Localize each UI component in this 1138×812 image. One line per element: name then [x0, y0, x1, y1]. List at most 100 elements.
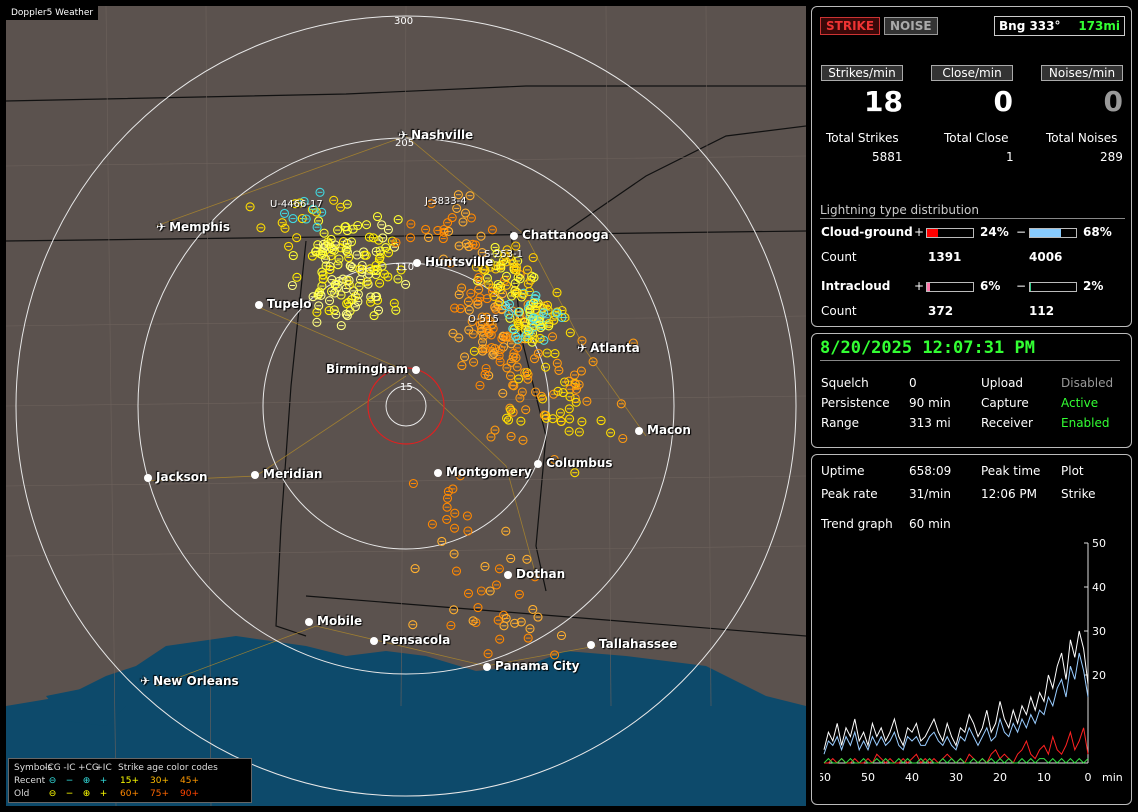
total-close-label: Total Close	[944, 131, 1009, 145]
symbol-legend: Symbols -CG -IC +CG +IC Strike age color…	[8, 758, 252, 803]
city-new-orleans[interactable]: ✈ New Orleans	[140, 674, 239, 688]
city-meridian[interactable]: Meridian	[251, 467, 322, 481]
total-noises-label: Total Noises	[1046, 131, 1118, 145]
storm-label[interactable]: J-3833-4	[425, 196, 467, 207]
city-dothan[interactable]: Dothan	[504, 567, 565, 581]
city-macon[interactable]: Macon	[635, 423, 691, 437]
city-columbus[interactable]: Columbus	[534, 456, 613, 470]
pos-ic-icon: +	[99, 788, 108, 799]
strikes-rate-button[interactable]: Strikes/min	[821, 65, 903, 81]
city-montgomery[interactable]: Montgomery	[434, 465, 532, 479]
ring-label-205: 205	[395, 138, 415, 149]
neg-cg-icon: ⊖	[48, 788, 57, 799]
peak-rate-label: Peak rate	[821, 487, 878, 501]
upload-label: Upload	[981, 376, 1024, 390]
city-dot-icon	[370, 637, 378, 645]
city-memphis[interactable]: ✈ Memphis	[156, 220, 231, 234]
plot-value[interactable]: Strike	[1061, 487, 1096, 501]
peak-time-value: 12:06 PM	[981, 487, 1037, 501]
city-dot-icon	[483, 663, 491, 671]
legend-symbols-label: Symbols	[14, 762, 53, 773]
city-dot-icon	[255, 301, 263, 309]
airport-icon: ✈	[577, 341, 588, 355]
ic-negative-bar	[1029, 282, 1077, 292]
bearing-value: Bng 333°	[999, 19, 1061, 33]
noise-mode-button[interactable]: NOISE	[884, 17, 938, 35]
y-tick-label: 20	[1092, 669, 1106, 682]
state-borders	[6, 85, 806, 637]
capture-value[interactable]: Active	[1061, 396, 1099, 410]
x-tick-label: 20	[993, 771, 1007, 784]
city-huntsville[interactable]: Huntsville	[413, 255, 493, 269]
legend-col: +CG	[78, 762, 99, 773]
total-strikes-value: 5881	[872, 150, 903, 164]
strike-stats-panel: STRIKE NOISE Bng 333° 173mi Strikes/min …	[811, 6, 1132, 327]
noises-rate-button[interactable]: Noises/min	[1041, 65, 1123, 81]
city-tallahassee[interactable]: Tallahassee	[587, 637, 677, 651]
close-per-min: 0	[993, 85, 1013, 118]
cg-negative-count: 4006	[1029, 250, 1063, 264]
city-mobile[interactable]: Mobile	[305, 614, 362, 628]
x-tick-label: 30	[949, 771, 963, 784]
map-canvas[interactable]	[6, 6, 806, 806]
noises-per-min: 0	[1103, 85, 1123, 118]
storm-label[interactable]: S-253-1	[484, 249, 524, 260]
x-tick-label: 0	[1085, 771, 1092, 784]
city-dot-icon	[434, 469, 442, 477]
cg-positive-pct: 24%	[980, 225, 1009, 239]
ic-negative-pct: 2%	[1083, 279, 1104, 293]
squelch-value[interactable]: 0	[909, 376, 917, 390]
city-jackson[interactable]: Jackson	[144, 470, 208, 484]
airport-icon: ✈	[398, 128, 409, 142]
city-atlanta[interactable]: ✈ Atlanta	[577, 341, 640, 355]
storm-label[interactable]: U-4466-17	[270, 199, 323, 210]
receiver-value[interactable]: Enabled	[1061, 416, 1110, 430]
legend-col: -CG	[44, 762, 61, 773]
lightning-map[interactable]: Doppler5 Weather	[6, 6, 806, 806]
city-birmingham[interactable]: Birmingham	[326, 362, 424, 376]
strike-mode-button[interactable]: STRIKE	[820, 17, 881, 35]
persistence-label: Persistence	[821, 396, 890, 410]
cg-negative-bar	[1029, 228, 1077, 238]
x-tick-label: 60	[820, 771, 831, 784]
city-pensacola[interactable]: Pensacola	[370, 633, 450, 647]
range-label: Range	[821, 416, 860, 430]
city-panama-city[interactable]: Panama City	[483, 659, 579, 673]
date-time: 8/20/2025 12:07:31 PM	[820, 338, 1120, 361]
ic-plus-sign: +	[914, 279, 925, 293]
peak-rate-value: 31/min	[909, 487, 951, 501]
city-dot-icon	[510, 232, 518, 240]
ic-minus-sign: −	[1016, 279, 1027, 293]
x-tick-label: 50	[861, 771, 875, 784]
uptime-value: 658:09	[909, 464, 952, 478]
legend-age: 30+	[150, 775, 169, 786]
neg-ic-icon: −	[65, 788, 74, 799]
city-dot-icon	[413, 259, 421, 267]
close-rate-button[interactable]: Close/min	[931, 65, 1013, 81]
city-chattanooga[interactable]: Chattanooga	[510, 228, 609, 242]
total-noises-value: 289	[1100, 150, 1123, 164]
close-range-ring	[367, 367, 445, 445]
persistence-value[interactable]: 90 min	[909, 396, 951, 410]
plot-label: Plot	[1061, 464, 1084, 478]
ic-negative-fill	[1030, 283, 1031, 291]
legend-age: 15+	[120, 775, 139, 786]
trend-value[interactable]: 60 min	[909, 517, 951, 531]
total-close-value: 1	[1006, 150, 1014, 164]
distribution-title: Lightning type distribution	[820, 203, 1125, 219]
legend-age: 75+	[150, 788, 169, 799]
trend-label: Trend graph	[821, 517, 893, 531]
roads	[145, 135, 647, 687]
city-tupelo[interactable]: Tupelo	[255, 297, 312, 311]
capture-label: Capture	[981, 396, 1029, 410]
city-dot-icon	[587, 641, 595, 649]
total-strikes-label: Total Strikes	[826, 131, 899, 145]
range-setting-value[interactable]: 313 mi	[909, 416, 951, 430]
storm-label[interactable]: O-515	[468, 314, 499, 325]
range-value: 173mi	[1078, 19, 1120, 33]
legend-age-label: Strike age color codes	[118, 762, 218, 773]
city-nashville[interactable]: ✈ Nashville	[398, 128, 474, 142]
upload-value[interactable]: Disabled	[1061, 376, 1114, 390]
legend-recent-label: Recent	[14, 775, 46, 786]
y-tick-label: 50	[1092, 537, 1106, 550]
